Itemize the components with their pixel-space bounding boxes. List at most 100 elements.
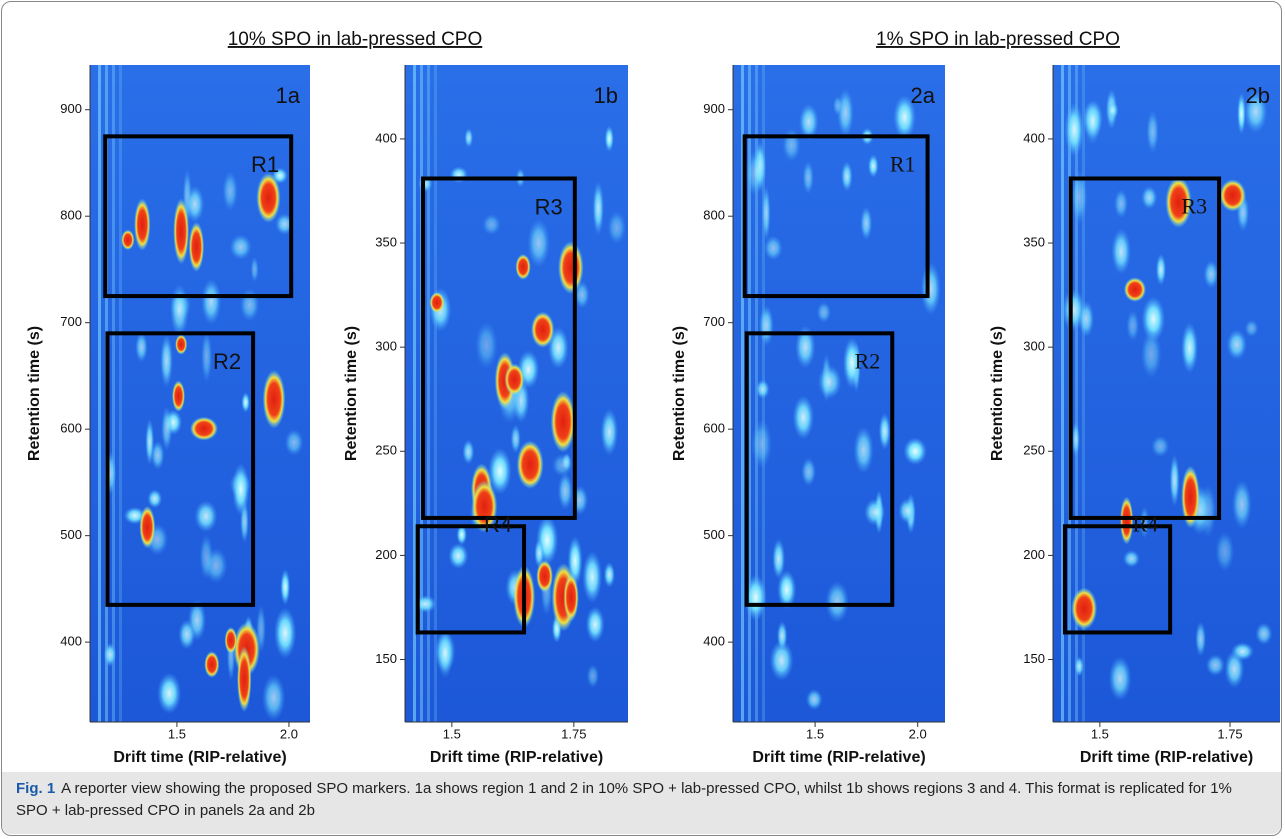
hot-spot xyxy=(504,363,524,395)
hot-spot xyxy=(429,292,444,313)
spot xyxy=(437,629,453,678)
streak xyxy=(112,65,115,722)
spot xyxy=(756,379,770,399)
spot xyxy=(1111,229,1130,275)
spot xyxy=(586,606,605,642)
spot xyxy=(803,161,814,194)
spot xyxy=(511,425,521,454)
hot-spot xyxy=(121,230,134,250)
spot xyxy=(1078,300,1094,337)
y-tick-label: 250 xyxy=(1023,443,1045,458)
spot xyxy=(1151,436,1169,457)
heatmap xyxy=(1053,65,1280,722)
y-tick-label: 350 xyxy=(1023,234,1045,249)
hot-spot xyxy=(536,560,553,593)
y-tick-label: 300 xyxy=(1023,339,1045,354)
spot xyxy=(230,234,252,259)
spot xyxy=(201,278,221,324)
x-tick-label: 1.75 xyxy=(1217,726,1242,741)
spot xyxy=(782,128,800,161)
y-tick-label: 400 xyxy=(703,634,725,649)
y-axis-label: Retention time (s) xyxy=(671,326,688,461)
caption-text: A reporter view showing the proposed SPO… xyxy=(16,780,1232,819)
x-tick-label: 1.75 xyxy=(561,726,586,741)
spot xyxy=(903,437,926,465)
spot xyxy=(751,419,771,469)
streak xyxy=(119,65,122,722)
spot xyxy=(772,538,785,579)
spot xyxy=(558,472,573,510)
region-label: R2 xyxy=(855,348,881,373)
spot xyxy=(552,454,573,477)
caption-label: Fig. 1 xyxy=(16,780,55,797)
y-tick-label: 600 xyxy=(60,421,82,436)
x-tick-label: 2.0 xyxy=(909,726,927,741)
spot xyxy=(1232,480,1252,529)
spot xyxy=(759,305,774,346)
spot xyxy=(240,289,260,322)
hot-spot xyxy=(172,380,185,412)
spot xyxy=(274,607,296,658)
streak xyxy=(434,65,437,722)
hot-spot xyxy=(551,391,576,452)
group-title: 1% SPO in lab-pressed CPO xyxy=(876,29,1120,50)
spot xyxy=(1224,650,1244,688)
region-label: R3 xyxy=(1181,194,1207,219)
spot xyxy=(1065,102,1084,157)
hot-spot xyxy=(225,627,238,654)
y-tick-label: 350 xyxy=(375,234,397,249)
region-label: R4 xyxy=(484,512,512,537)
spot xyxy=(921,262,941,316)
figure: 10% SPO in lab-pressed CPO 1% SPO in lab… xyxy=(0,0,1285,770)
spot xyxy=(178,620,195,650)
spot xyxy=(793,395,814,439)
spot xyxy=(864,499,885,526)
y-tick-label: 400 xyxy=(1023,130,1045,145)
region-label: R1 xyxy=(890,151,916,176)
x-tick-label: 2.0 xyxy=(280,726,298,741)
spot xyxy=(1072,421,1080,458)
hot-spot xyxy=(134,198,150,250)
spot xyxy=(582,551,602,603)
spot xyxy=(1227,329,1247,359)
spot xyxy=(762,186,771,241)
spot xyxy=(1245,320,1259,337)
hot-spot xyxy=(190,417,218,441)
spot xyxy=(1126,310,1139,342)
hot-spot xyxy=(139,506,155,549)
y-tick-label: 400 xyxy=(375,130,397,145)
spot xyxy=(201,330,212,382)
spot xyxy=(448,543,468,569)
y-axis-label: Retention time (s) xyxy=(26,326,43,461)
spot xyxy=(1141,330,1162,379)
y-tick-label: 500 xyxy=(60,527,82,542)
panel-label: 1a xyxy=(276,83,301,108)
y-axis-label: Retention time (s) xyxy=(343,326,360,461)
spot xyxy=(601,409,618,456)
spot xyxy=(1114,189,1128,218)
panel-label: 1b xyxy=(594,83,618,108)
y-tick-label: 800 xyxy=(703,208,725,223)
spot xyxy=(1156,253,1166,285)
streak xyxy=(427,65,430,722)
y-tick-label: 300 xyxy=(375,339,397,354)
spot xyxy=(1204,260,1219,288)
spot xyxy=(1107,102,1118,120)
spot xyxy=(1237,92,1246,135)
spot xyxy=(593,181,604,235)
spot xyxy=(1123,550,1140,567)
x-axis-label: Drift time (RIP-relative) xyxy=(1080,749,1253,766)
y-tick-label: 700 xyxy=(703,314,725,329)
hot-spot xyxy=(1071,588,1097,630)
hot-spot xyxy=(558,241,584,294)
spot xyxy=(186,186,205,223)
x-tick-label: 1.5 xyxy=(168,726,186,741)
spot xyxy=(161,406,172,451)
spot xyxy=(194,500,217,532)
y-tick-label: 500 xyxy=(703,527,725,542)
spot xyxy=(1109,656,1132,701)
x-tick-label: 1.5 xyxy=(1091,726,1109,741)
region-label: R3 xyxy=(535,194,563,219)
hot-spot xyxy=(256,173,280,223)
spot xyxy=(232,463,249,515)
